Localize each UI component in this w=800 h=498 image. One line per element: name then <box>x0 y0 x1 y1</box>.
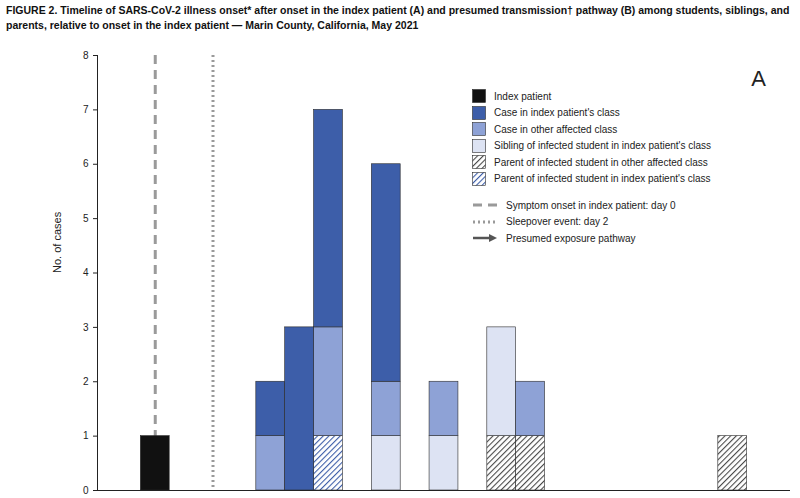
svg-text:No. of cases: No. of cases <box>51 211 63 273</box>
html-text:Symptom onset in index patient: Symptom onset in index patient: day 0 <box>506 199 676 211</box>
html-text:Parent of infected student in: Parent of infected student in other affe… <box>494 156 708 168</box>
html-text:Index patient: Index patient <box>494 90 552 102</box>
svg-text:3: 3 <box>83 322 89 333</box>
svg-text:2: 2 <box>83 376 89 387</box>
svg-text:8: 8 <box>83 50 89 61</box>
html-text:A: A <box>751 66 766 91</box>
html-text:Case in index patient's class: Case in index patient's class <box>494 107 620 119</box>
html-text:FIGURE 2. Timeline of SARS-CoV: FIGURE 2. Timeline of SARS-CoV-2 illness… <box>6 4 790 31</box>
html-text:Presumed exposure pathway: Presumed exposure pathway <box>506 232 636 244</box>
html-text:Parent of infected student in: Parent of infected student in index pati… <box>494 173 711 185</box>
html-text:Sibling of infected student in: Sibling of infected student in index pat… <box>494 140 711 152</box>
svg-text:5: 5 <box>83 213 89 224</box>
svg-text:7: 7 <box>83 104 89 115</box>
svg-text:0: 0 <box>83 485 89 496</box>
svg-text:1: 1 <box>83 430 89 441</box>
svg-text:6: 6 <box>83 158 89 169</box>
html-text:Sleepover event: day 2: Sleepover event: day 2 <box>506 216 609 228</box>
svg-text:4: 4 <box>83 267 89 278</box>
html-text:Case in other affected class: Case in other affected class <box>494 123 618 135</box>
